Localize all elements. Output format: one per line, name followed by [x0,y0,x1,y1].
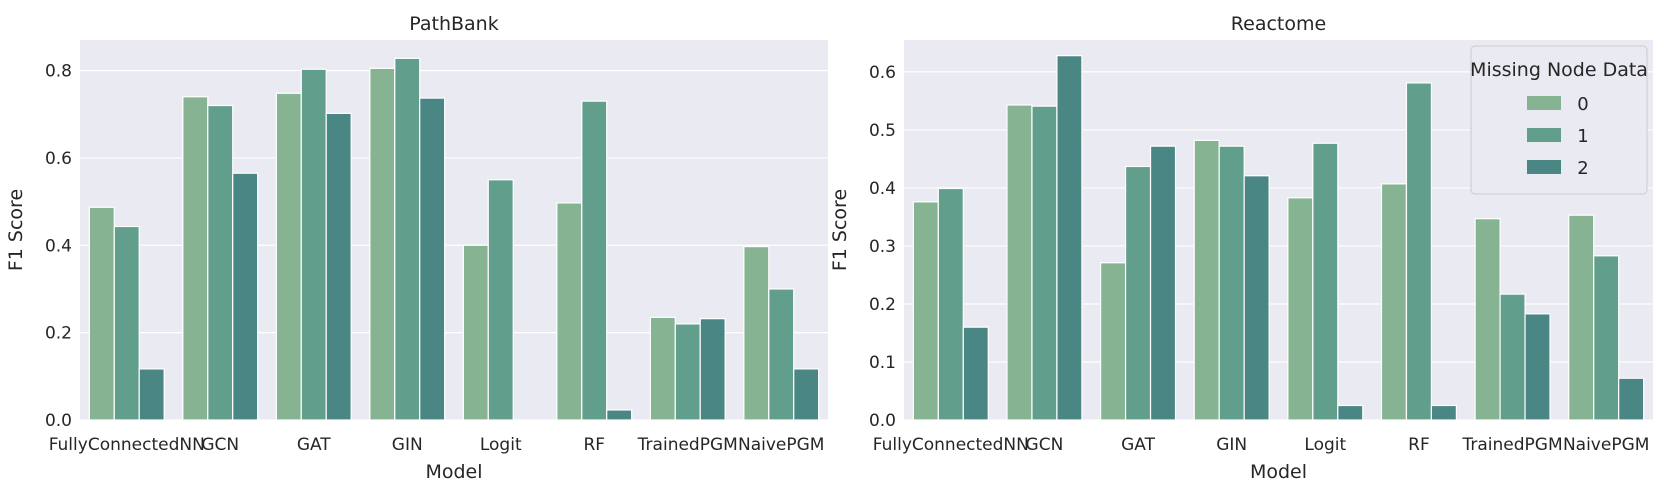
chart-panel-1: 0.0 0.1 0.2 0.3 0.4 0.5 0.6 FullyConnectedNNGCN… [829,13,1653,483]
bar-trainedpgm-1 [674,323,701,421]
y-tick-label: 0.8 [45,62,72,82]
bar-rf-1 [581,100,608,421]
bar-logit-0 [1287,197,1314,421]
x-tick-label: GIN [392,435,423,455]
legend-swatch [1527,160,1561,174]
x-tick-label: GIN [1216,435,1247,455]
bar-gin-1 [394,57,421,421]
bar-naivepgm-1 [768,288,795,421]
bar-gcn-0 [1006,104,1033,421]
bar-logit-2 [1337,404,1364,421]
bar-fullyconnectednn-2 [138,368,165,421]
bar-trainedpgm-1 [1499,293,1526,421]
legend-label: 0 [1577,94,1588,115]
y-tick-label: 0.4 [45,236,72,256]
bar-gin-1 [1218,145,1245,421]
bar-gat-0 [1100,262,1127,421]
y-tick-label: 0.5 [869,121,896,141]
legend-swatch [1527,96,1561,110]
y-tick-label: 0.4 [869,179,896,199]
bar-gat-1 [300,68,327,421]
bar-fullyconnectednn-0 [88,206,115,421]
panel-title: Reactome [1231,13,1326,35]
bar-rf-0 [1380,183,1408,421]
y-tick-label: 0.1 [869,353,896,373]
bar-gin-0 [1193,139,1220,421]
y-tick-label: 0.6 [869,63,896,83]
bar-gcn-2 [232,172,259,421]
x-tick-label: FullyConnectedNN [873,435,1029,455]
bar-naivepgm-2 [1618,377,1645,421]
y-axis-label: F1 Score [829,189,851,271]
x-tick-label: FullyConnectedNN [49,435,205,455]
y-axis-label: F1 Score [5,189,27,271]
bar-rf-0 [556,202,583,421]
y-tick-label: 0.0 [869,411,896,431]
bar-fullyconnectednn-2 [962,326,989,421]
bar-gat-2 [1149,145,1177,421]
legend-title: Missing Node Data [1470,59,1648,81]
bar-trainedpgm-0 [1474,218,1501,421]
legend-swatch [1527,128,1561,142]
x-tick-label: TrainedPGM [1461,435,1562,455]
x-tick-label: GAT [297,435,331,455]
bar-gcn-0 [182,96,209,421]
bar-rf-2 [606,409,633,421]
y-tick-label: 0.2 [869,295,896,315]
x-tick-label: RF [1408,435,1430,455]
bar-gat-1 [1124,165,1152,421]
legend: Missing Node Data 0 1 2 [1470,45,1648,195]
bar-fullyconnectednn-0 [912,201,939,421]
x-tick-label: GCN [201,435,239,455]
bar-rf-1 [1405,82,1433,421]
bar-gin-2 [1243,175,1270,421]
bar-logit-1 [1312,142,1339,421]
bar-logit-1 [487,179,514,421]
bar-naivepgm-0 [743,245,770,421]
bar-naivepgm-0 [1568,214,1595,421]
x-tick-label: NaivePGM [1563,435,1649,455]
bar-gat-0 [275,92,302,421]
x-tick-label: Logit [1304,435,1346,455]
bar-trainedpgm-2 [699,318,726,421]
bar-fullyconnectednn-1 [113,225,140,421]
bar-rf-2 [1430,404,1457,421]
bar-trainedpgm-2 [1524,313,1551,421]
x-tick-label: TrainedPGM [637,435,738,455]
bar-trainedpgm-0 [649,316,676,421]
x-tick-label: RF [583,435,605,455]
y-tick-label: 0.3 [869,237,896,257]
bar-gin-2 [419,97,446,421]
bar-naivepgm-2 [793,368,820,421]
bar-naivepgm-1 [1593,255,1620,421]
bar-gcn-1 [1031,105,1058,421]
legend-label: 1 [1577,126,1588,147]
legend-label: 2 [1577,158,1588,179]
y-tick-label: 0.0 [45,411,72,431]
x-tick-label: NaivePGM [738,435,824,455]
bar-gin-0 [369,67,396,421]
y-tick-label: 0.6 [45,149,72,169]
legend-box [1470,45,1648,195]
bar-fullyconnectednn-1 [937,187,964,421]
panel-title: PathBank [409,13,498,35]
x-tick-label: GAT [1121,435,1155,455]
bar-logit-0 [462,244,489,421]
bar-gat-2 [325,112,352,421]
x-tick-label: Logit [480,435,522,455]
x-axis-label: Model [1250,461,1307,483]
x-axis-label: Model [425,461,482,483]
bar-gcn-2 [1056,55,1083,421]
y-tick-label: 0.2 [45,324,72,344]
bar-gcn-1 [207,104,234,421]
x-tick-label: GCN [1026,435,1064,455]
